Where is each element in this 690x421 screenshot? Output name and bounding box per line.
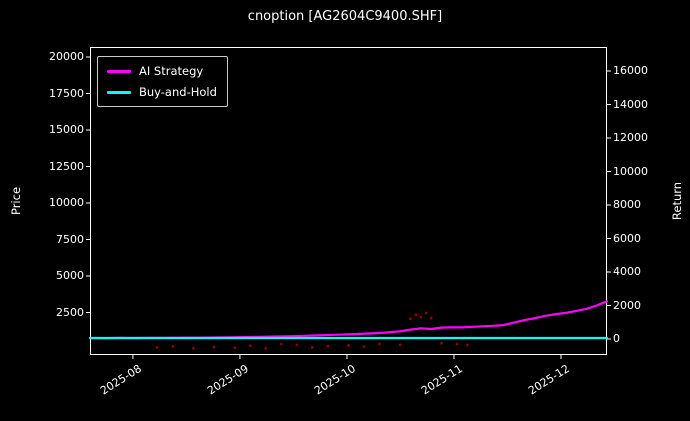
- y-tick-label: 12000: [613, 131, 648, 144]
- y-tick-label: 2000: [613, 298, 641, 312]
- chart-title: cnoption [AG2604C9400.SHF]: [247, 9, 443, 24]
- y-tick-label: 20000: [49, 50, 84, 63]
- legend-label: Buy-and-Hold: [139, 85, 217, 99]
- legend-item-ai-strategy: AI Strategy: [107, 64, 217, 78]
- y-tick-label: 0: [613, 332, 620, 345]
- y-tick-label: 5000: [56, 269, 84, 282]
- y-tick-label: 4000: [613, 265, 641, 278]
- ai-strategy-line-swatch: [107, 69, 131, 73]
- y-tick-label: 6000: [613, 231, 641, 245]
- legend-item-buy-and-hold: Buy-and-Hold: [107, 85, 217, 99]
- y-tick-label: 12500: [49, 159, 84, 173]
- y-tick-label: 10000: [49, 196, 84, 209]
- y-tick-label: 8000: [613, 198, 641, 211]
- y-tick-label: 10000: [613, 164, 648, 178]
- y-tick-label: 16000: [613, 64, 648, 77]
- y-tick-label: 15000: [49, 123, 84, 136]
- legend: AI Strategy Buy-and-Hold: [97, 56, 228, 107]
- y-tick-label: 17500: [49, 86, 84, 100]
- y-tick-label: 2500: [56, 305, 84, 319]
- buy-and-hold-line-swatch: [107, 90, 131, 94]
- legend-label: AI Strategy: [139, 64, 204, 78]
- y-tick-label: 14000: [613, 97, 648, 111]
- y-tick-label: 7500: [56, 232, 84, 246]
